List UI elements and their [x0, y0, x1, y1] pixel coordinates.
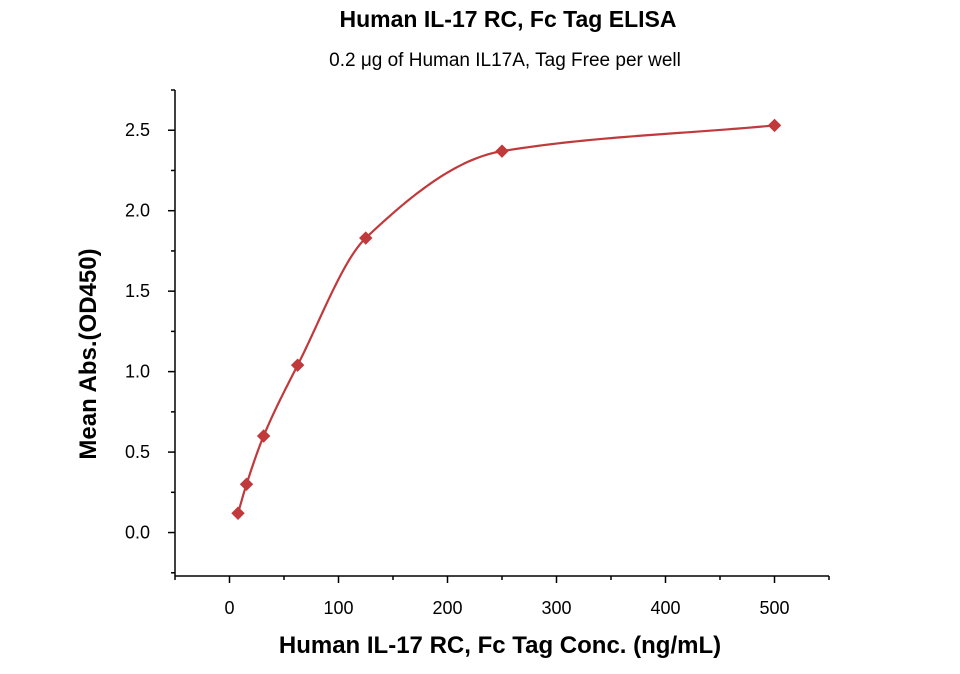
x-tick-label: 500 — [759, 598, 789, 618]
x-tick-label: 200 — [432, 598, 462, 618]
x-axis-title: Human IL-17 RC, Fc Tag Conc. (ng/mL) — [279, 632, 721, 659]
x-tick-label: 100 — [323, 598, 353, 618]
y-tick-label: 1.0 — [125, 362, 150, 382]
x-tick-label: 300 — [541, 598, 571, 618]
y-axis-title: Mean Abs.(OD450) — [75, 248, 102, 459]
fit-curve-group — [236, 124, 775, 514]
y-tick-label: 0.5 — [125, 442, 150, 462]
data-point-diamond — [290, 358, 305, 372]
data-point-diamond — [239, 477, 254, 491]
y-tick-label: 2.5 — [125, 120, 150, 140]
chart-subtitle: 0.2 μg of Human IL17A, Tag Free per well — [329, 50, 681, 71]
y-tick-label: 0.0 — [125, 523, 150, 543]
y-tick-label: 2.0 — [125, 201, 150, 221]
data-point-diamond — [359, 231, 373, 245]
data-points — [231, 118, 782, 520]
x-tick-label: 400 — [650, 598, 680, 618]
data-point-diamond — [767, 118, 782, 133]
chart-title: Human IL-17 RC, Fc Tag ELISA — [340, 6, 677, 32]
x-tick-label: 0 — [224, 598, 234, 618]
data-point-diamond — [495, 144, 509, 158]
ticks: 0 100 200 300 400 500 0.0 0.5 1.0 1.5 2.0 2.5 — [125, 89, 830, 618]
y-tick-label: 1.5 — [125, 281, 150, 301]
axes — [174, 90, 829, 577]
data-point-diamond — [231, 506, 245, 520]
data-point-diamond — [256, 429, 271, 443]
fit-curve — [236, 124, 775, 514]
